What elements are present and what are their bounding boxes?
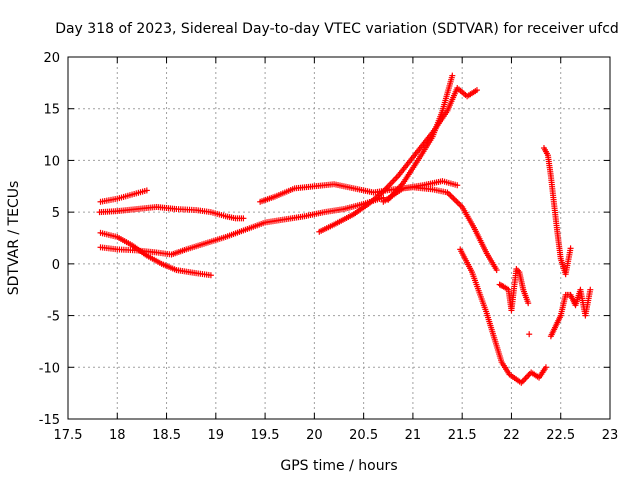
- data-point-arc12: [496, 281, 503, 288]
- data-point-arc5: [493, 267, 500, 274]
- data-point-arc5: [451, 196, 458, 203]
- x-tick-label: 21.5: [448, 428, 477, 443]
- x-tick-label: 22: [503, 428, 520, 443]
- data-point-arc5: [450, 195, 457, 202]
- x-tick-label: 18.5: [152, 428, 181, 443]
- data-point-arc5: [453, 198, 460, 205]
- data-point-arc8: [454, 182, 461, 189]
- grid-layer: [68, 57, 610, 419]
- x-tick-label: 17.5: [54, 428, 83, 443]
- y-tick-label: 5: [52, 206, 60, 221]
- data-point-arc11: [587, 286, 594, 293]
- x-tick-label: 22.5: [546, 428, 575, 443]
- y-tick-label: -5: [47, 310, 60, 325]
- chart-title: Day 318 of 2023, Sidereal Day-to-day VTE…: [55, 21, 619, 37]
- data-point-arc12: [525, 300, 532, 307]
- x-tick-label: 19.5: [251, 428, 280, 443]
- x-tick-label: 20: [306, 428, 323, 443]
- y-tick-label: -10: [39, 361, 60, 376]
- axis-layer: 17.5 18 18.5 19 19.5 20 20.5 21 21.5 22 22.5 23 -15 -…: [39, 51, 619, 443]
- data-point-arc7: [449, 72, 456, 79]
- data-point-arc10: [567, 245, 574, 252]
- data-point-arc9: [523, 373, 530, 380]
- x-axis-title: GPS time / hours: [280, 458, 397, 474]
- data-point-arc12: [497, 282, 504, 289]
- y-tick-label: 0: [52, 258, 60, 273]
- x-tick-label: 20.5: [349, 428, 378, 443]
- x-tick-label: 21: [405, 428, 422, 443]
- x-tick-label: 19: [208, 428, 225, 443]
- y-tick-label: 15: [43, 103, 60, 118]
- x-tick-label: 23: [602, 428, 619, 443]
- y-axis-title: SDTVAR / TECUs: [6, 181, 22, 296]
- data-point-arc6: [473, 87, 480, 94]
- data-point-arc5: [454, 199, 461, 206]
- y-tick-label: 10: [43, 154, 60, 169]
- data-point-arc2: [240, 215, 247, 222]
- y-tick-label: 20: [43, 51, 60, 66]
- plot-frame: [67, 56, 611, 420]
- data-point-arc1: [143, 187, 150, 194]
- x-tick-label: 18: [109, 428, 126, 443]
- data-point-arc3: [207, 272, 214, 279]
- data-point-arc5: [456, 201, 463, 208]
- data-point-arc9: [519, 378, 526, 385]
- data-point-arc9: [542, 364, 549, 371]
- data-point-isolated: [526, 331, 533, 338]
- data-point-arc9: [522, 375, 529, 382]
- data-point-arc5: [448, 193, 455, 200]
- y-tick-label: -15: [39, 413, 60, 428]
- data-point-arc5: [447, 192, 454, 199]
- marks-layer: [96, 72, 594, 386]
